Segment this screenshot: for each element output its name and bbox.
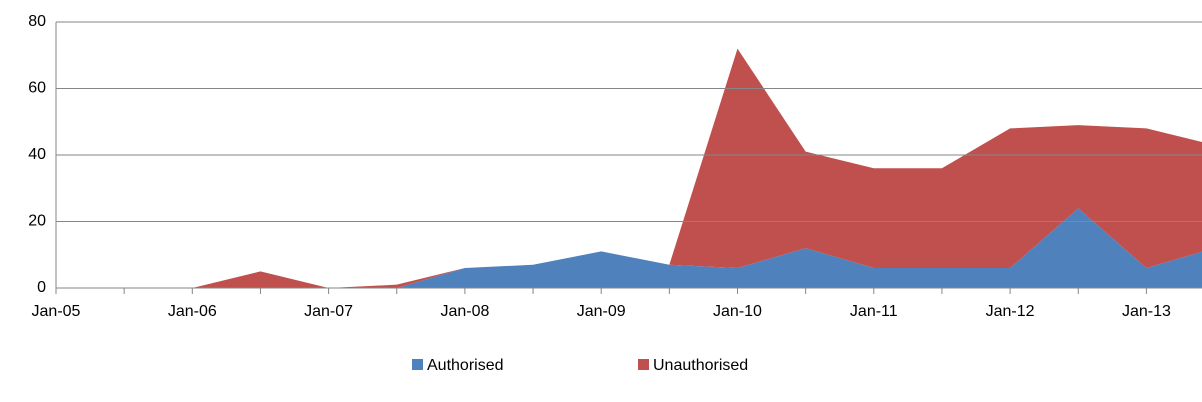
x-tick-label: Jan-09 [577, 303, 626, 320]
plot-area [56, 48, 1202, 288]
x-tick-label: Jan-13 [1122, 303, 1171, 320]
x-tick-label: Jan-12 [986, 303, 1035, 320]
x-tick-label: Jan-10 [713, 303, 762, 320]
y-tick-label: 60 [28, 80, 46, 97]
x-tick-label: Jan-05 [32, 303, 81, 320]
legend-swatch [412, 359, 423, 370]
x-tick-label: Jan-07 [304, 303, 353, 320]
y-tick-label: 40 [28, 146, 46, 163]
y-tick-label: 0 [37, 279, 46, 296]
legend-label: Unauthorised [653, 357, 748, 374]
legend-label: Authorised [427, 357, 504, 374]
y-tick-label: 20 [28, 213, 46, 230]
legend-swatch [638, 359, 649, 370]
y-tick-label: 80 [28, 13, 46, 30]
x-tick-label: Jan-11 [850, 303, 898, 320]
x-tick-label: Jan-08 [440, 303, 489, 320]
area [56, 48, 1202, 288]
x-tick-label: Jan-06 [168, 303, 217, 320]
